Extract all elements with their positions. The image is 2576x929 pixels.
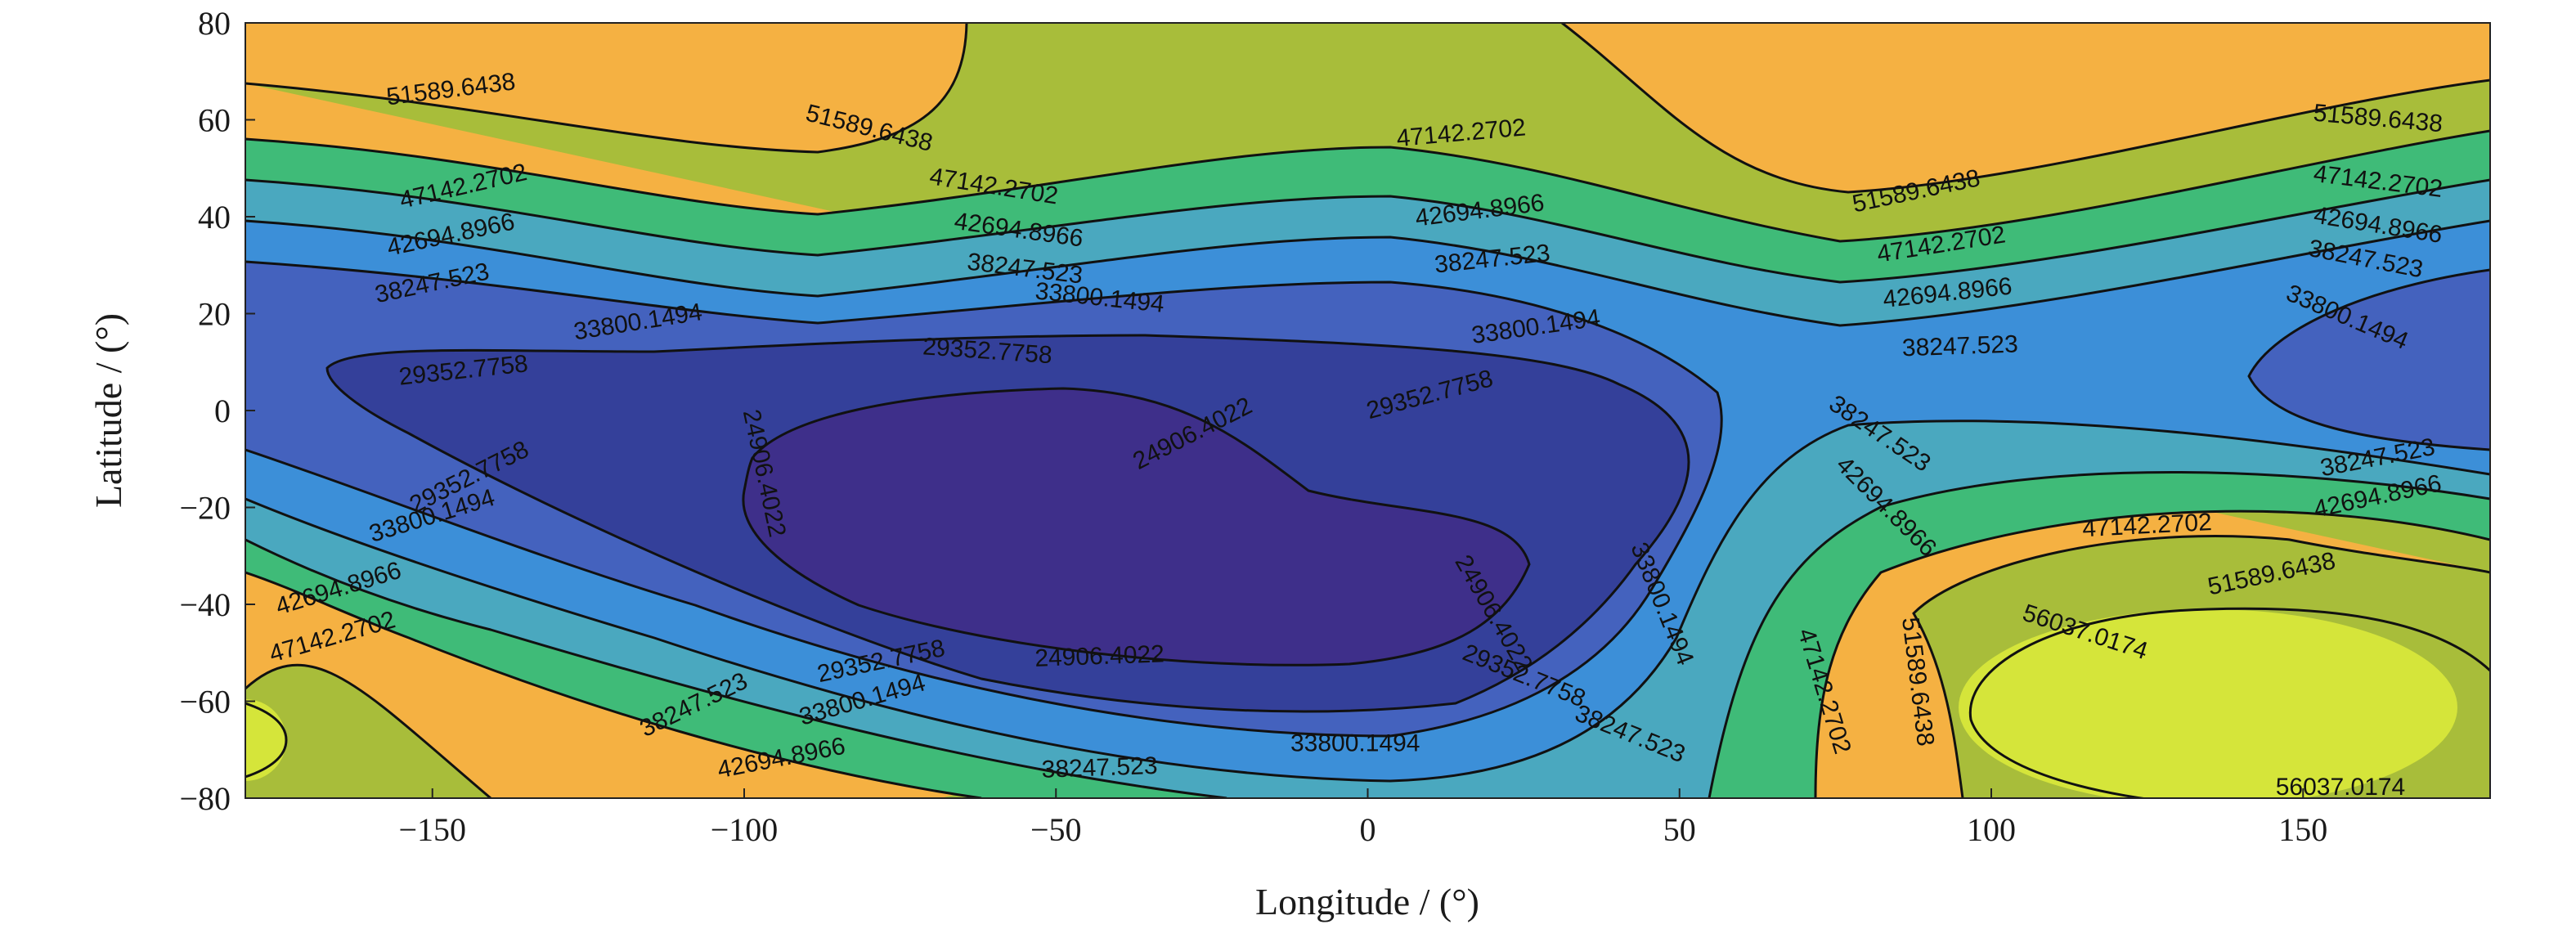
contour-line-38247-north	[245, 219, 2490, 327]
x-tick-label: 100	[1967, 811, 2016, 848]
band-47142-51589	[245, 23, 2490, 798]
y-tick-label: −40	[179, 586, 231, 623]
y-tick-label: 60	[198, 102, 231, 139]
contour-line-47142-south-east	[1814, 509, 2490, 798]
y-tick-label: −60	[179, 684, 231, 720]
band-below-24906	[743, 388, 1529, 666]
contour-line-56037-west	[245, 702, 288, 779]
contour-line-42694-north	[245, 178, 2490, 284]
band-above-56037	[1959, 609, 2457, 798]
y-axis-title: Latitude / (°)	[88, 313, 129, 508]
y-tick-label: −20	[179, 490, 231, 527]
x-axis-title: Longitude / (°)	[1255, 881, 1479, 922]
x-tick-label: 0	[1360, 811, 1376, 848]
x-axis: −150 −100 −50 0 50 100 150	[398, 788, 2327, 848]
contour-line-42694-south-east	[1708, 471, 2490, 798]
y-tick-label: 0	[214, 393, 231, 429]
contour-line-51589-north-east	[1561, 23, 2490, 194]
x-tick-label: −100	[711, 811, 779, 848]
contour-line-38247-south	[245, 420, 2490, 783]
contour-line-56037-east	[1968, 607, 2490, 798]
contour-label: 38247.523	[1901, 330, 2018, 361]
contour-line-24906	[742, 387, 1531, 666]
contour-line-47142-north	[245, 129, 2490, 243]
contour-line-29352	[325, 334, 1690, 713]
contour-line-33800-east	[2247, 268, 2490, 451]
contour-line-51589-south-east	[1912, 535, 2490, 798]
x-tick-label: −50	[1030, 811, 1082, 848]
x-tick-label: −150	[398, 811, 466, 848]
contour-lines	[245, 23, 2490, 798]
y-tick-label: 80	[198, 5, 231, 42]
contour-line-47142-south	[245, 571, 982, 798]
contour-line-51589-south-west	[245, 663, 491, 798]
contour-label: 33800.1494	[1290, 730, 1420, 757]
y-tick-label: 40	[198, 199, 231, 236]
y-tick-label: −80	[179, 780, 231, 817]
contour-line-33800-north	[245, 260, 1723, 738]
contour-label: 56037.0174	[2276, 774, 2406, 801]
contour-line-51589-north	[245, 23, 968, 154]
x-tick-label: 150	[2278, 811, 2327, 848]
contour-line-42694-south	[245, 538, 1227, 798]
y-tick-label: 20	[198, 296, 231, 333]
y-axis: 80 60 40 20 0 −20 −40 −60 −80	[179, 5, 255, 817]
contour-label: 38247.523	[1041, 752, 1158, 783]
contour-label: 24906.4022	[1034, 640, 1165, 672]
x-tick-label: 50	[1663, 811, 1696, 848]
